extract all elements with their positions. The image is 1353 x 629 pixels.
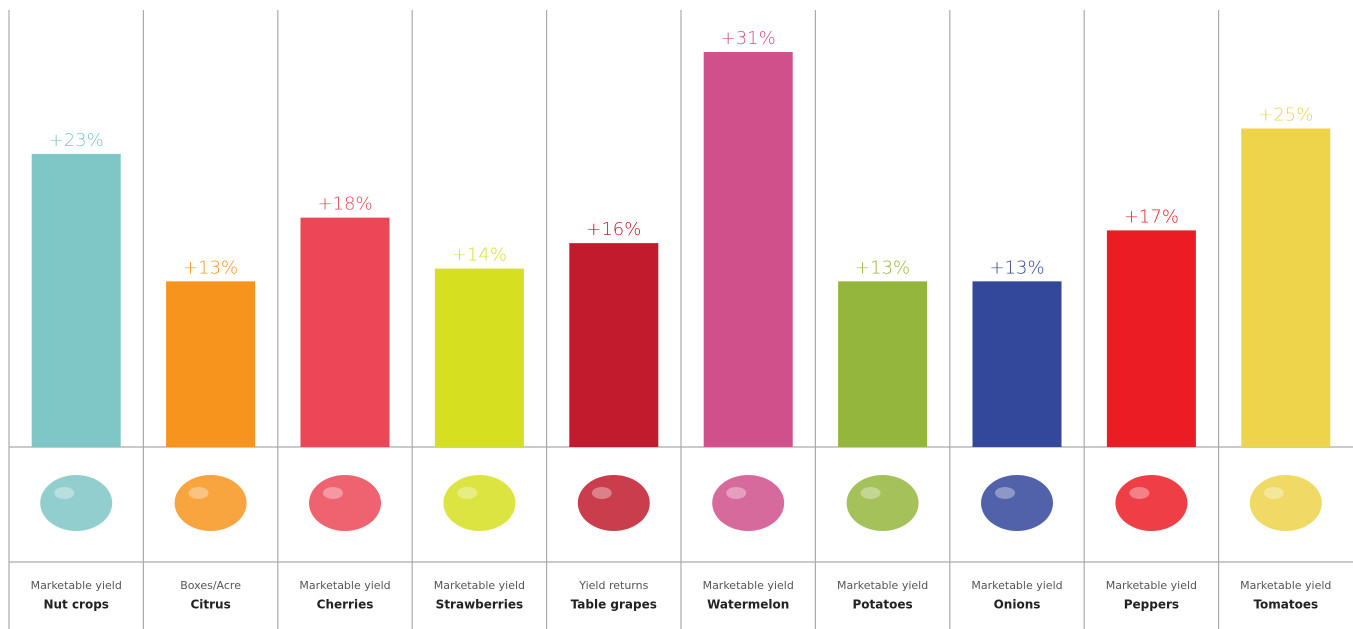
value-label: +18% <box>317 194 372 215</box>
crop-icon <box>175 475 247 531</box>
metric-label: Marketable yield <box>31 579 122 592</box>
category-label: Strawberries <box>436 598 523 612</box>
crop-icon <box>1250 475 1322 531</box>
metric-label: Marketable yield <box>1106 579 1197 592</box>
value-label: +23% <box>49 130 104 151</box>
bar <box>973 281 1062 447</box>
value-label: +13% <box>989 257 1044 278</box>
crop-icon-highlight <box>323 487 343 499</box>
metric-label: Marketable yield <box>1240 579 1331 592</box>
value-label: +17% <box>1124 206 1179 227</box>
value-label: +31% <box>721 28 776 49</box>
value-label: +16% <box>586 219 641 240</box>
category-label: Nut crops <box>43 598 109 612</box>
metric-label: Marketable yield <box>703 579 794 592</box>
bar <box>704 52 793 447</box>
crop-icon-highlight <box>861 487 881 499</box>
crop-icon-highlight <box>1129 487 1149 499</box>
bar <box>435 269 524 447</box>
metric-label: Yield returns <box>578 579 648 592</box>
crop-icon-highlight <box>1264 487 1284 499</box>
crop-icon <box>443 475 515 531</box>
category-label: Onions <box>994 598 1041 612</box>
category-label: Potatoes <box>853 598 913 612</box>
crop-icon-highlight <box>189 487 209 499</box>
crop-icon-highlight <box>54 487 74 499</box>
category-label: Citrus <box>190 598 230 612</box>
crop-icon <box>847 475 919 531</box>
category-label: Table grapes <box>571 598 657 612</box>
category-label: Peppers <box>1124 598 1179 612</box>
crop-icon <box>309 475 381 531</box>
bar <box>166 281 255 447</box>
crop-icon-highlight <box>726 487 746 499</box>
crop-icon <box>1115 475 1187 531</box>
category-label: Watermelon <box>707 598 789 612</box>
metric-label: Marketable yield <box>971 579 1062 592</box>
metric-label: Marketable yield <box>299 579 390 592</box>
crop-icon-highlight <box>457 487 477 499</box>
metric-label: Marketable yield <box>837 579 928 592</box>
crop-icon <box>712 475 784 531</box>
category-label: Cherries <box>317 598 374 612</box>
value-label: +25% <box>1258 104 1313 125</box>
crop-icon <box>40 475 112 531</box>
bar <box>32 154 121 447</box>
bar <box>301 218 390 447</box>
metric-label: Boxes/Acre <box>180 579 241 592</box>
value-label: +14% <box>452 245 507 266</box>
crop-icon <box>578 475 650 531</box>
bar <box>1241 128 1330 447</box>
bar <box>838 281 927 447</box>
crop-icon-highlight <box>995 487 1015 499</box>
chart: +23% Marketable yield Nut crops +13% Boxes/A… <box>0 0 1353 629</box>
category-label: Tomatoes <box>1253 598 1318 612</box>
value-label: +13% <box>855 257 910 278</box>
metric-label: Marketable yield <box>434 579 525 592</box>
crop-icon <box>981 475 1053 531</box>
crop-icon-highlight <box>592 487 612 499</box>
value-label: +13% <box>183 257 238 278</box>
bar <box>569 243 658 447</box>
bar <box>1107 230 1196 447</box>
